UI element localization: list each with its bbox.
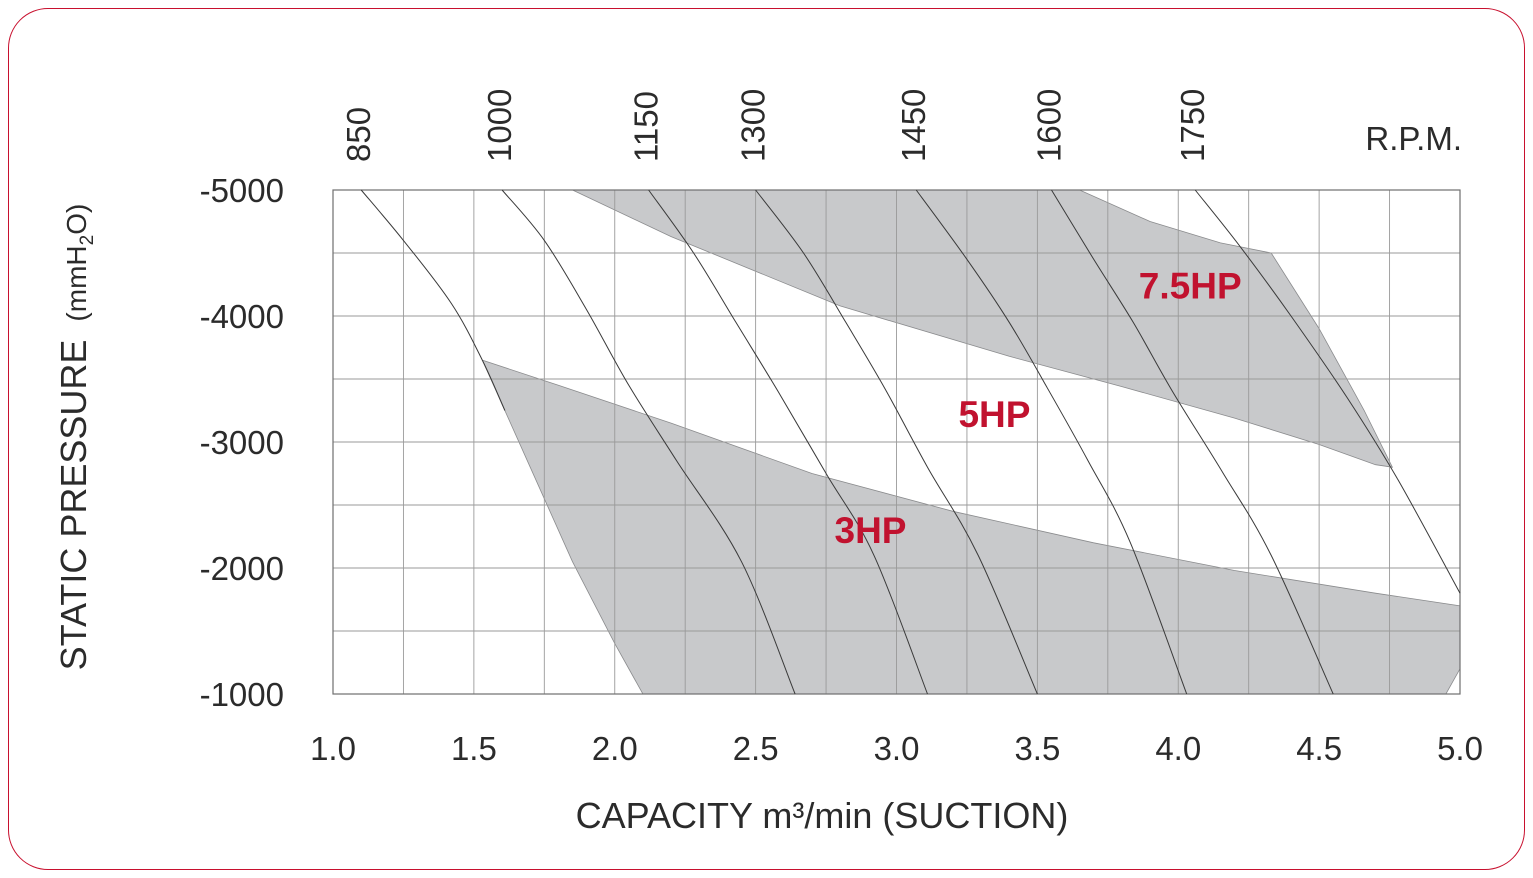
- rpm-curve-850: [361, 190, 505, 411]
- rpm-label-1300: 1300: [735, 89, 772, 162]
- y-tick-label: -2000: [200, 550, 284, 587]
- x-tick-label: 4.0: [1155, 730, 1201, 767]
- x-tick-label: 4.5: [1296, 730, 1342, 767]
- x-tick-label: 1.0: [310, 730, 356, 767]
- hp-label-7-5hp: 7.5HP: [1139, 265, 1242, 306]
- x-tick-label: 5.0: [1437, 730, 1483, 767]
- x-axis-title: CAPACITY m³/min (SUCTION): [576, 795, 1069, 836]
- y-tick-label: -1000: [200, 676, 284, 713]
- y-tick-label: -5000: [200, 172, 284, 209]
- x-tick-label: 2.5: [733, 730, 779, 767]
- rpm-label-1000: 1000: [481, 89, 518, 162]
- rpm-axis-label: R.P.M.: [1365, 120, 1462, 157]
- y-axis-title-unit: (mmH: [61, 245, 92, 321]
- x-tick-label: 1.5: [451, 730, 497, 767]
- rpm-labels: 850 1000 1150 1300 1450 1600 1750: [340, 89, 1211, 162]
- y-axis-title-unit-sub: 2: [77, 235, 98, 246]
- hp-label-3hp: 3HP: [835, 510, 907, 551]
- y-axis-title: STATIC PRESSURE (mmH2O): [53, 204, 98, 671]
- performance-chart: 1.0 1.5 2.0 2.5 3.0 3.5 4.0 4.5 5.0 -5000 -4000 -3…: [0, 0, 1533, 878]
- x-tick-label: 3.5: [1014, 730, 1060, 767]
- x-tick-label: 2.0: [592, 730, 638, 767]
- rpm-label-1150: 1150: [628, 91, 665, 162]
- x-tick-label: 3.0: [874, 730, 920, 767]
- y-tick-labels: -5000 -4000 -3000 -2000 -1000: [200, 172, 284, 713]
- rpm-label-1600: 1600: [1031, 89, 1068, 162]
- y-tick-label: -3000: [200, 424, 284, 461]
- y-axis-title-unit-end: O): [61, 204, 92, 235]
- rpm-label-1450: 1450: [895, 89, 932, 162]
- hp-label-5hp: 5HP: [958, 394, 1030, 435]
- rpm-label-850: 850: [340, 107, 377, 162]
- x-tick-labels: 1.0 1.5 2.0 2.5 3.0 3.5 4.0 4.5 5.0: [310, 730, 1483, 767]
- y-tick-label: -4000: [200, 298, 284, 335]
- y-axis-title-main: STATIC PRESSURE: [53, 340, 94, 671]
- rpm-label-1750: 1750: [1174, 89, 1211, 162]
